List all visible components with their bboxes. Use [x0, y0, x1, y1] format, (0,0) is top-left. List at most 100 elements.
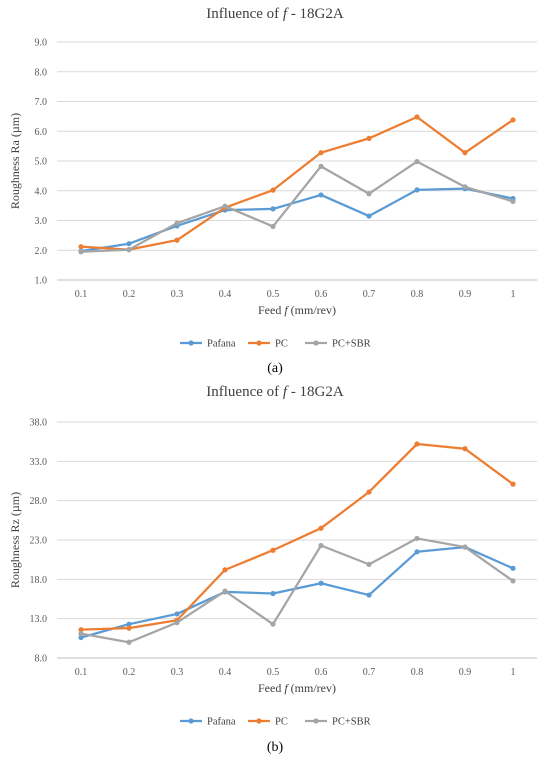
x-tick-label: 1 [511, 289, 516, 300]
data-point [510, 198, 516, 205]
y-axis-ticks: 1.0 2.0 3.0 4.0 5.0 6.0 7.0 8.0 9.0 [35, 38, 48, 287]
series-line [80, 187, 514, 253]
y-tick-label: 2.0 [35, 246, 48, 257]
data-point [270, 206, 276, 212]
data-point [414, 187, 420, 193]
chart-title-variable: f [283, 384, 289, 400]
x-tick-label: 0.1 [75, 289, 88, 300]
x-tick-label: 0.2 [123, 289, 136, 300]
data-point [126, 247, 132, 253]
y-tick-label: 8.0 [35, 654, 48, 665]
y-tick-label: 18.0 [30, 575, 48, 586]
legend-marker [256, 718, 262, 724]
series-pc [78, 114, 516, 253]
legend-marker [256, 340, 262, 346]
data-point [78, 634, 84, 641]
data-point [318, 525, 324, 531]
legend-label: Pafana [207, 717, 236, 728]
data-point [126, 639, 132, 645]
data-point [126, 625, 132, 631]
y-tick-label: 5.0 [35, 157, 48, 168]
chart-title-suffix: - 18G2A [287, 6, 344, 22]
data-point [222, 588, 228, 594]
legend-label: PC+SBR [332, 717, 371, 728]
series-pc [78, 441, 516, 633]
x-axis-label-suffix: (mm/rev) [288, 303, 336, 317]
legend: Pafana PC PC+SBR [180, 717, 371, 728]
chart-title-suffix: - 18G2A [287, 384, 344, 400]
y-tick-label: 9.0 [35, 38, 48, 49]
x-axis-label: Feed f (mm/rev) [258, 681, 336, 695]
x-tick-label: 0.7 [363, 289, 376, 300]
data-point [318, 580, 324, 586]
data-point [366, 592, 372, 598]
data-point [318, 150, 324, 156]
series-line [80, 442, 514, 631]
data-point [78, 627, 84, 633]
series-pc-sbr [78, 535, 516, 645]
series-pc-sbr [78, 158, 516, 255]
chart-title: Influence of f - 18G2A [206, 384, 344, 400]
y-axis-ticks: 8.0 13.0 18.0 23.0 28.0 33.0 38.0 [30, 418, 48, 665]
data-point [318, 192, 324, 198]
data-point [366, 213, 372, 219]
y-tick-label: 6.0 [35, 127, 48, 138]
figure-caption: (a) [267, 361, 283, 376]
data-point [126, 621, 132, 627]
data-point [174, 620, 180, 626]
legend-marker [188, 718, 194, 724]
x-axis-label-prefix: Feed [258, 681, 284, 695]
legend-marker [313, 718, 319, 724]
legend-label: PC [275, 339, 288, 350]
data-point [318, 542, 324, 549]
y-tick-label: 13.0 [30, 614, 48, 625]
y-tick-label: 33.0 [30, 457, 48, 468]
data-point [414, 535, 420, 542]
data-point [270, 621, 276, 627]
chart-title-variable: f [283, 6, 289, 22]
y-tick-label: 8.0 [35, 67, 48, 78]
x-tick-label: 0.4 [219, 289, 232, 300]
legend-label: PC [275, 717, 288, 728]
y-tick-label: 4.0 [35, 186, 48, 197]
x-tick-label: 0.9 [459, 667, 472, 678]
figure-caption: (b) [267, 740, 284, 755]
x-axis-ticks: 0.1 0.2 0.3 0.4 0.5 0.6 0.7 0.8 0.9 1 [75, 289, 516, 300]
data-point [270, 547, 276, 553]
data-point [222, 567, 228, 573]
legend-label: PC+SBR [332, 339, 371, 350]
x-tick-label: 0.4 [219, 667, 232, 678]
data-point [510, 578, 516, 584]
x-tick-label: 0.6 [315, 289, 328, 300]
data-point [366, 561, 372, 567]
data-point [414, 158, 420, 165]
data-point [510, 117, 516, 123]
y-tick-label: 3.0 [35, 216, 48, 227]
data-point [174, 611, 180, 617]
x-tick-label: 0.1 [75, 667, 88, 678]
chart-a: Influence of f - 18G2A 1.0 2.0 3.0 4.0 5.0 6.0… [8, 6, 537, 376]
x-tick-label: 0.5 [267, 289, 280, 300]
x-tick-label: 1 [511, 667, 516, 678]
series-line [80, 537, 514, 644]
y-axis-label: Roughness Rz (µm) [8, 492, 22, 588]
y-axis-label: Roughness Ra (µm) [8, 113, 22, 209]
x-axis-label-variable: f [284, 303, 289, 317]
x-axis-ticks: 0.1 0.2 0.3 0.4 0.5 0.6 0.7 0.8 0.9 1 [75, 667, 516, 678]
x-tick-label: 0.8 [411, 667, 424, 678]
x-tick-label: 0.8 [411, 289, 424, 300]
data-point [462, 544, 468, 550]
data-point [174, 237, 180, 243]
series-line [80, 115, 514, 251]
data-point [414, 441, 420, 447]
legend: Pafana PC PC+SBR [180, 339, 371, 350]
x-tick-label: 0.2 [123, 667, 136, 678]
data-point [174, 220, 180, 226]
y-tick-label: 38.0 [30, 418, 48, 429]
y-tick-label: 28.0 [30, 496, 48, 507]
x-tick-label: 0.5 [267, 667, 280, 678]
chart-panel-a: Influence of f - 18G2A 1.0 2.0 3.0 4.0 5.0 6.0… [0, 0, 550, 382]
legend-marker [188, 340, 194, 346]
series-line [80, 545, 514, 639]
data-point [366, 191, 372, 197]
